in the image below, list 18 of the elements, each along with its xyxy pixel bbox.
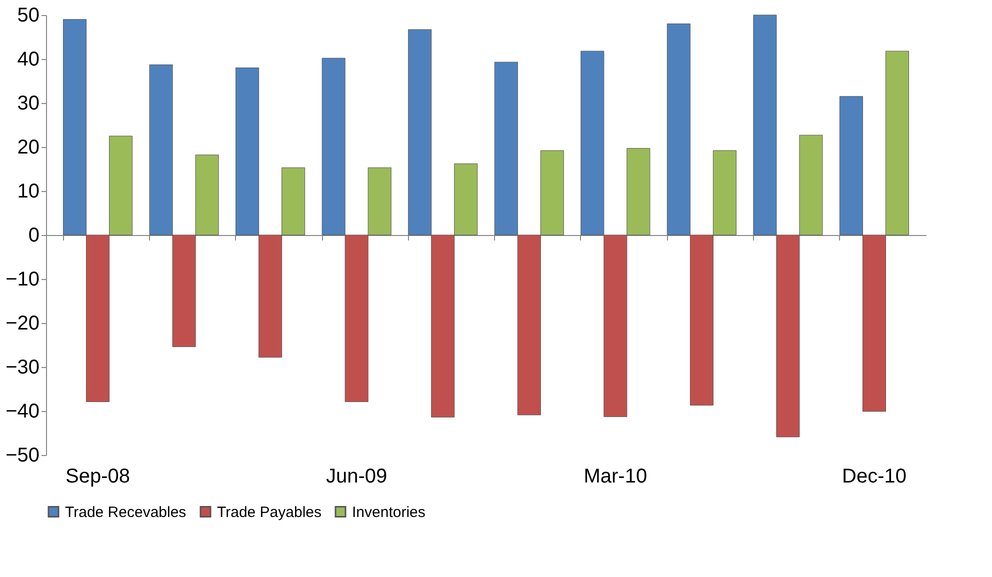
legend-label: Trade Recevables	[65, 504, 186, 521]
y-tick-label: −10	[6, 268, 40, 290]
y-tick-label: −50	[6, 444, 40, 466]
x-tick-label: Dec-10	[842, 466, 906, 488]
y-tick-label: 50	[17, 4, 40, 26]
legend-label: Inventories	[352, 504, 426, 521]
x-tick-label: Sep-08	[66, 466, 130, 488]
y-tick-label: 30	[17, 92, 40, 114]
y-tick-label: 20	[17, 136, 40, 158]
y-tick-label: −30	[6, 356, 40, 378]
y-tick-label: −40	[6, 400, 40, 422]
y-tick-label: 10	[17, 180, 40, 202]
legend-label: Trade Payables	[217, 504, 322, 521]
x-tick-label: Jun-09	[326, 466, 388, 488]
y-tick-label: 40	[17, 48, 40, 70]
y-tick-label: 0	[28, 224, 40, 246]
y-tick-label: −20	[6, 312, 40, 334]
x-tick-label: Mar-10	[584, 466, 648, 488]
